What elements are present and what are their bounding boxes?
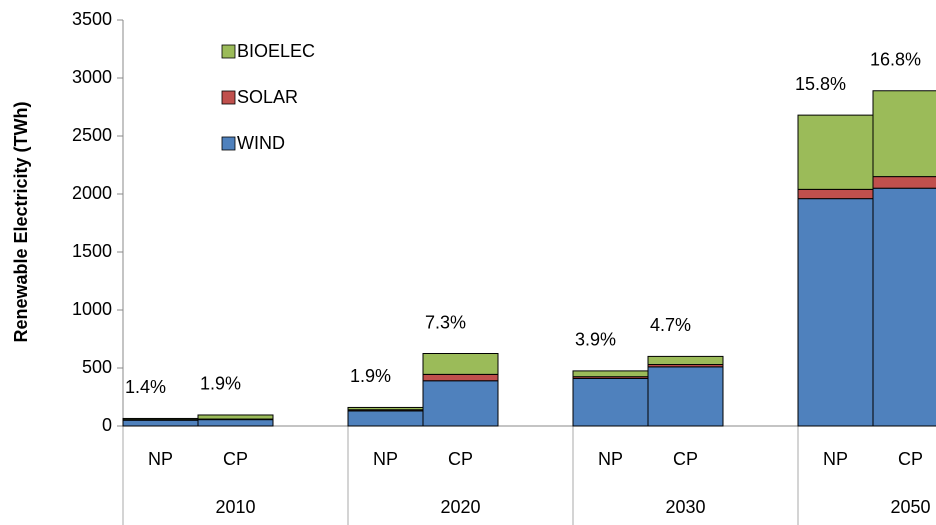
bar-segment (872, 187, 936, 427)
legend-swatch (221, 44, 236, 59)
bar-segment (122, 419, 199, 427)
x-tick-label: NP (148, 449, 173, 469)
annotation: 15.8% (795, 74, 846, 94)
bar-segment (797, 114, 874, 190)
bar-segment (347, 410, 424, 427)
y-tick-label: 500 (82, 357, 112, 377)
bar-segment (572, 377, 649, 427)
group-label: 2030 (665, 497, 705, 517)
bar-segment (872, 90, 936, 178)
bar-segment (122, 417, 199, 421)
x-tick-label: NP (823, 449, 848, 469)
y-tick-label: 1500 (72, 241, 112, 261)
annotation: 3.9% (575, 330, 616, 350)
x-tick-label: NP (373, 449, 398, 469)
legend-label: WIND (237, 133, 285, 153)
x-tick-label: CP (448, 449, 473, 469)
bar-segment (422, 380, 499, 427)
y-tick-label: 2000 (72, 183, 112, 203)
annotation: 7.3% (425, 312, 466, 332)
annotation: 16.8% (870, 50, 921, 70)
group-label: 2010 (215, 497, 255, 517)
bar-segment (797, 188, 874, 200)
bar-segment (197, 419, 274, 427)
bar-segment (197, 414, 274, 420)
annotation: 4.7% (650, 315, 691, 335)
y-tick-label: 2500 (72, 125, 112, 145)
y-tick-label: 3500 (72, 9, 112, 29)
legend-swatch (221, 90, 236, 105)
bar-segment (872, 176, 936, 189)
legend-swatch (221, 136, 236, 151)
annotation: 1.9% (350, 366, 391, 386)
bar-segment (347, 406, 424, 411)
bar-segment (647, 366, 724, 427)
bar-segment (797, 198, 874, 427)
group-label: 2050 (890, 497, 930, 517)
x-tick-label: NP (598, 449, 623, 469)
y-tick-label: 0 (102, 415, 112, 435)
y-tick-label: 3000 (72, 67, 112, 87)
y-tick-label: 1000 (72, 299, 112, 319)
annotation: 1.9% (200, 374, 241, 394)
x-tick-label: CP (223, 449, 248, 469)
bar-segment (422, 353, 499, 375)
bar-segment (572, 370, 649, 378)
legend-label: SOLAR (237, 87, 298, 107)
annotation: 1.4% (125, 377, 166, 397)
y-axis-label: Renewable Electricity (TWh) (11, 101, 31, 342)
bar-segment (422, 373, 499, 382)
legend-label: BIOELEC (237, 41, 315, 61)
x-tick-label: CP (673, 449, 698, 469)
group-label: 2020 (440, 497, 480, 517)
bar-segment (647, 355, 724, 366)
x-tick-label: CP (898, 449, 923, 469)
